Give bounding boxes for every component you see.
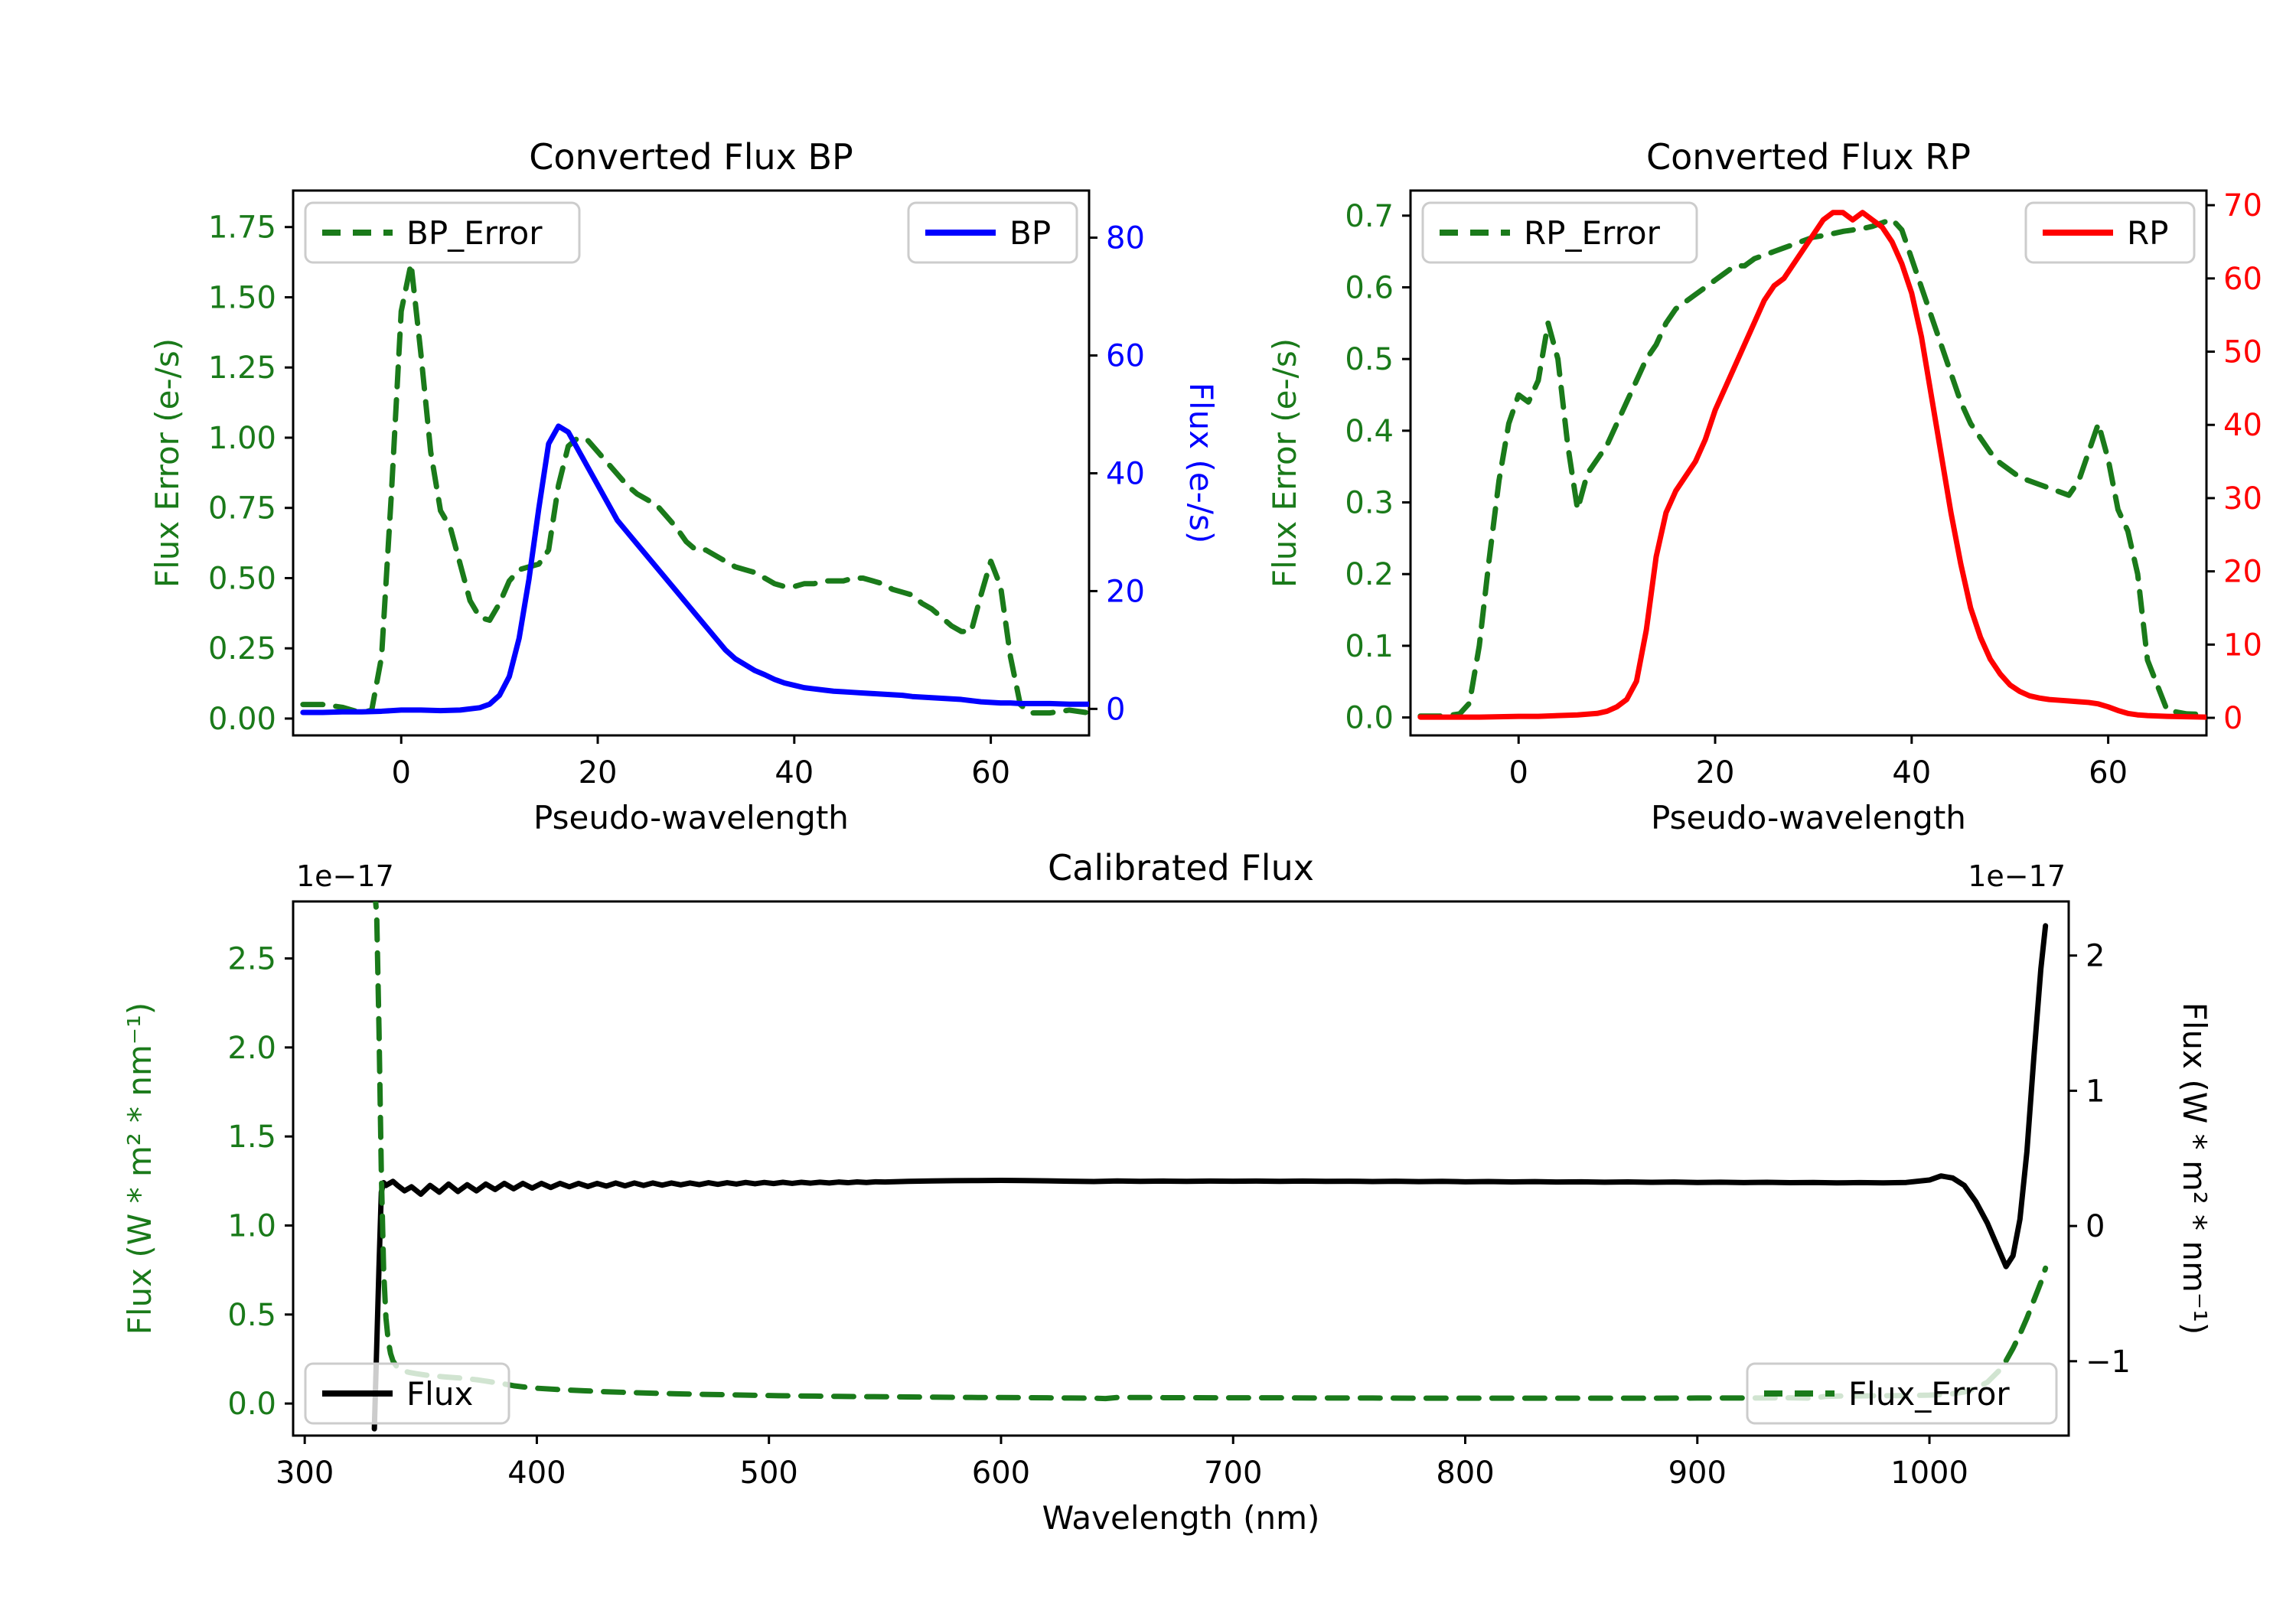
plot-title-calibrated-flux: Calibrated Flux: [1048, 847, 1314, 888]
y-tick-label-right: 0: [1106, 692, 1125, 727]
legend-box: [304, 1362, 510, 1425]
y-tick-label-right: 60: [1106, 339, 1145, 374]
y-tick-label-right: 0: [2223, 701, 2242, 736]
axes-frame: [292, 189, 1091, 737]
plot-title-converted-flux-rp: Converted Flux RP: [1646, 136, 1971, 178]
y-axis-label-left-converted-flux-bp: Flux Error (e-/s): [148, 338, 186, 588]
x-tick-label: 900: [1668, 1455, 1727, 1491]
y-tick-label-left: 1.75: [208, 210, 276, 246]
y-axis-label-right-calibrated-flux: Flux (W * m² * nm⁻¹): [2176, 1002, 2213, 1335]
x-tick-label: 40: [1892, 755, 1931, 790]
x-tick-label: 0: [392, 755, 411, 790]
y-tick-label-right: 20: [2223, 555, 2262, 590]
axes-frame: [1409, 189, 2208, 737]
y-tick-label-left: 0.6: [1345, 270, 1394, 305]
y-tick-label-left: 0.3: [1345, 486, 1394, 521]
y-tick-label-left: 0.0: [1345, 701, 1394, 736]
y-tick-label-left: 0.25: [208, 631, 276, 667]
y-tick-label-right: 40: [2223, 408, 2262, 443]
legend-Flux: Flux: [304, 1362, 510, 1425]
y-axis-label-left-converted-flux-rp: Flux Error (e-/s): [1266, 338, 1303, 588]
legend-label-BP_Error: BP_Error: [406, 214, 543, 252]
y-tick-label-left: 0.0: [227, 1387, 276, 1422]
x-tick-label: 0: [1509, 755, 1528, 790]
legend-label-RP: RP: [2127, 214, 2169, 252]
legend-Flux_Error: Flux_Error: [1746, 1362, 2058, 1425]
series-line-Flux_Error: [373, 901, 2049, 1402]
y-tick-label-right: 10: [2223, 627, 2262, 663]
y-tick-label-left: 2.0: [227, 1031, 276, 1066]
y-tick-label-left: 2.5: [227, 941, 276, 976]
series-line-Flux: [371, 923, 2049, 1432]
x-axis-label-calibrated-flux: Wavelength (nm): [1042, 1499, 1320, 1537]
y-tick-label-left: 0.5: [227, 1298, 276, 1333]
plot-panel-converted-flux-rp: Converted Flux RP 0 20 40 60 Pseudo-wavelengt…: [1266, 136, 2262, 836]
legend-label-BP: BP: [1009, 214, 1051, 252]
x-tick-label: 60: [2089, 755, 2128, 790]
series-line-BP: [300, 423, 1089, 715]
y-tick-label-right: 30: [2223, 481, 2262, 517]
series-line-RP_Error: [1417, 216, 2206, 719]
y-axis-label-right-converted-flux-bp: Flux (e-/s): [1182, 383, 1220, 543]
x-tick-label: 300: [276, 1455, 334, 1491]
y-tick-label-right: 80: [1106, 221, 1145, 256]
plot-panel-converted-flux-bp: Converted Flux BP 0 20 40 60 Pseudo-wavelengt…: [148, 136, 1220, 836]
legend-RP_Error: RP_Error: [1421, 201, 1698, 264]
y-tick-label-left: 1.00: [208, 421, 276, 456]
legend-label-Flux_Error: Flux_Error: [1848, 1375, 2010, 1413]
y-tick-label-left: 0.00: [208, 702, 276, 737]
y-tick-label-left: 0.50: [208, 561, 276, 596]
y-tick-label-left: 1.50: [208, 280, 276, 315]
plot-panel-calibrated-flux: Calibrated Flux 1e−17 1e−17 300 400 500 600 700…: [121, 847, 2213, 1537]
x-tick-label: 400: [507, 1455, 566, 1491]
y-tick-label-right: 2: [2086, 939, 2105, 974]
x-tick-label: 600: [972, 1455, 1030, 1491]
y-axis-label-left-calibrated-flux: Flux (W * m² * nm⁻¹): [121, 1002, 158, 1335]
y-tick-label-left: 1.5: [227, 1120, 276, 1155]
x-tick-label: 20: [1696, 755, 1735, 790]
legend-box: [1421, 201, 1698, 264]
y-axis-offset-left: 1e−17: [296, 859, 394, 893]
legend-box: [1746, 1362, 2058, 1425]
y-axis-offset-right: 1e−17: [1968, 859, 2066, 893]
y-tick-label-left: 0.75: [208, 491, 276, 526]
x-tick-label: 20: [579, 755, 618, 790]
y-tick-label-left: 0.2: [1345, 557, 1394, 592]
series-line-RP: [1417, 210, 2206, 720]
legend-label-RP_Error: RP_Error: [1524, 214, 1661, 252]
y-tick-label-left: 1.25: [208, 350, 276, 386]
x-tick-label: 800: [1436, 1455, 1494, 1491]
series-line-BP_Error: [300, 260, 1089, 716]
y-tick-label-right: 20: [1106, 574, 1145, 609]
x-axis-label-converted-flux-rp: Pseudo-wavelength: [1651, 799, 1966, 836]
x-tick-label: 60: [971, 755, 1010, 790]
y-tick-label-right: 0: [2086, 1209, 2105, 1244]
x-tick-label: 500: [740, 1455, 798, 1491]
y-tick-label-left: 0.7: [1345, 199, 1394, 234]
y-tick-label-right: 1: [2086, 1074, 2105, 1109]
plot-title-converted-flux-bp: Converted Flux BP: [529, 136, 853, 178]
x-tick-label: 1000: [1890, 1455, 1968, 1491]
y-tick-label-right: −1: [2086, 1345, 2131, 1380]
x-tick-label: 700: [1204, 1455, 1262, 1491]
legend-box: [304, 201, 581, 264]
y-tick-label-right: 40: [1106, 456, 1145, 491]
y-tick-label-left: 0.1: [1345, 629, 1394, 664]
y-tick-label-left: 0.4: [1345, 414, 1394, 449]
y-tick-label-right: 50: [2223, 335, 2262, 370]
axes-frame: [292, 900, 2070, 1437]
legend-BP: BP: [907, 201, 1078, 264]
legend-RP: RP: [2024, 201, 2196, 264]
y-tick-label-right: 70: [2223, 188, 2262, 223]
legend-label-Flux: Flux: [406, 1375, 473, 1413]
legend-BP_Error: BP_Error: [304, 201, 581, 264]
y-tick-label-right: 60: [2223, 262, 2262, 297]
y-tick-label-left: 0.5: [1345, 342, 1394, 377]
x-tick-label: 40: [775, 755, 814, 790]
y-tick-label-left: 1.0: [227, 1208, 276, 1244]
x-axis-label-converted-flux-bp: Pseudo-wavelength: [533, 799, 849, 836]
